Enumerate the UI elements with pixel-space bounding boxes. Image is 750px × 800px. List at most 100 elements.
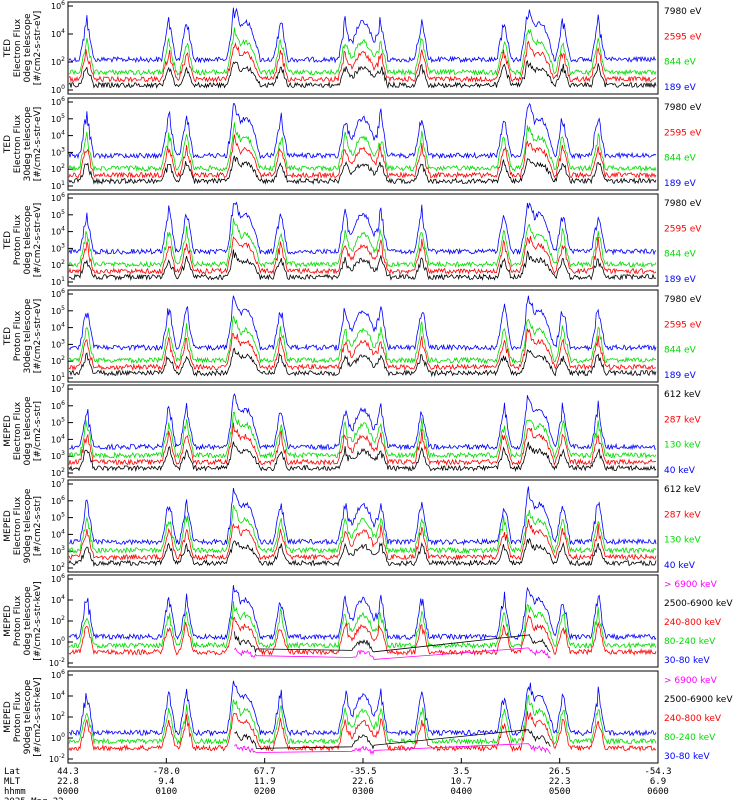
- y-tick-label: 104: [51, 322, 65, 333]
- panel-frame: [67, 289, 659, 383]
- x-tick-lat: -78.0: [153, 767, 180, 777]
- y-tick-label: 100: [51, 84, 65, 95]
- y-tick-label: 104: [51, 433, 65, 444]
- y-axis-label-line: 0deg telescope: [23, 205, 33, 275]
- x-tick-mlt: 6.9: [650, 777, 666, 787]
- legend-entry: 189 eV: [664, 83, 697, 93]
- legend-entry: > 6900 keV: [664, 580, 718, 590]
- y-tick-label: 106: [51, 0, 65, 11]
- y-axis-label-line: [#/cm2-s-str-keV]: [33, 677, 43, 756]
- legend-entry: 2595 eV: [664, 32, 702, 42]
- series-trace-red: [68, 711, 657, 753]
- y-axis-label-line: MEPED: [3, 415, 13, 447]
- x-tick-hhmm: 0400: [450, 787, 472, 797]
- y-axis-label-line: 0deg telescope: [23, 396, 33, 466]
- y-tick-label: 104: [51, 690, 65, 701]
- y-tick-label: 102: [51, 56, 65, 67]
- y-axis-label-line: MEPED: [3, 605, 13, 637]
- series-trace-red: [68, 614, 657, 656]
- series-trace-red: [68, 328, 657, 372]
- series-trace-blue: [68, 7, 657, 64]
- legend-entry: 844 eV: [664, 346, 697, 356]
- y-tick-label: 102: [51, 259, 65, 270]
- y-axis-label-line: [#/cm2-s-str-eV]: [33, 107, 43, 182]
- panel-2: 106 105 104 103 102 101 TED Electron Flux 30deg …: [3, 96, 702, 191]
- legend-entry: 240-800 keV: [664, 618, 722, 628]
- x-tick-hhmm: 0200: [254, 787, 276, 797]
- legend-entry: 130 keV: [664, 536, 701, 546]
- legend-entry: 7980 eV: [664, 103, 702, 113]
- y-axis-label-line: TED: [3, 231, 13, 250]
- series-trace-black: [68, 537, 657, 568]
- legend-entry: 612 keV: [664, 485, 701, 495]
- series-trace-black: [234, 631, 551, 654]
- series-trace-green: [68, 504, 657, 555]
- y-tick-label: 102: [51, 467, 65, 478]
- x-tick-mlt: 11.9: [254, 777, 276, 787]
- series-trace-red: [68, 134, 657, 179]
- y-tick-label: 106: [51, 669, 65, 680]
- panel-frame: [67, 1, 659, 95]
- legend-entry: 189 eV: [664, 179, 697, 189]
- series-trace-red: [68, 235, 657, 275]
- legend-entry: 189 eV: [664, 371, 697, 381]
- legend-entry: 30-80 keV: [664, 752, 710, 762]
- x-tick-mlt: 9.4: [158, 777, 174, 787]
- panel-frame: [67, 670, 659, 764]
- y-tick-label: 106: [51, 192, 65, 203]
- x-tick-mlt: 22.3: [549, 777, 571, 787]
- legend-entry: > 6900 keV: [664, 676, 718, 686]
- y-axis-label-line: 30deg telescope: [23, 106, 33, 181]
- y-axis-label-line: Electron Flux: [13, 114, 23, 173]
- y-tick-label: 103: [51, 338, 65, 349]
- legend-entry: 80-240 keV: [664, 637, 716, 647]
- legend-entry: 7980 eV: [664, 7, 702, 17]
- y-tick-label: 10-2: [49, 753, 65, 764]
- y-axis-label-line: [#/cm2-s-str-eV]: [33, 203, 43, 278]
- y-axis-label-line: TED: [3, 327, 13, 346]
- y-tick-label: 107: [51, 383, 65, 394]
- y-axis-label-line: Electron Flux: [13, 18, 23, 77]
- legend-entry: 7980 eV: [664, 199, 702, 209]
- y-axis-label-line: [#/cm2-s-str]: [33, 496, 43, 556]
- y-axis-label-line: TED: [3, 39, 13, 58]
- legend-entry: 844 eV: [664, 250, 697, 260]
- x-tick-mlt: 22.6: [352, 777, 374, 787]
- y-tick-label: 105: [51, 512, 65, 523]
- series-trace-blue: [68, 680, 657, 737]
- y-tick-label: 104: [51, 594, 65, 605]
- series-trace-green: [68, 218, 657, 269]
- series-trace-green: [68, 27, 657, 77]
- y-axis-label-line: 0deg telescope: [23, 586, 33, 656]
- series-trace-green: [68, 122, 657, 173]
- x-tick-lat: -35.5: [349, 767, 376, 777]
- legend-entry: 7980 eV: [664, 295, 702, 305]
- legend-entry: 2500-6900 keV: [664, 599, 733, 609]
- legend-entry: 40 keV: [664, 561, 696, 571]
- series-trace-red: [68, 422, 657, 466]
- series-trace-green: [68, 411, 657, 460]
- y-tick-label: 102: [51, 163, 65, 174]
- legend-entry: 287 keV: [664, 415, 701, 425]
- y-axis-label-line: 30deg telescope: [23, 298, 33, 373]
- panel-7: 106 104 102 100 10-2 MEPED Proton Flux 0deg tel…: [3, 573, 733, 668]
- panel-1: 106 104 102 100 TED Electron Flux 0deg telesco…: [3, 0, 702, 95]
- panel-5: 107 106 105 104 103 102 MEPED Electron Flux 0deg…: [3, 383, 701, 478]
- y-tick-label: 103: [51, 450, 65, 461]
- panel-frame: [67, 97, 659, 191]
- x-tick-hhmm: 0000: [57, 787, 79, 797]
- y-tick-label: 101: [51, 180, 65, 191]
- y-tick-label: 101: [51, 372, 65, 383]
- series-trace-blue: [68, 201, 657, 256]
- y-tick-label: 102: [51, 562, 65, 573]
- series-trace-green: [68, 315, 657, 365]
- y-axis-label-line: 90deg telescope: [23, 679, 33, 754]
- series-trace-black: [68, 347, 657, 378]
- x-row-label: hhmm: [4, 787, 26, 797]
- series-trace-magenta: [234, 743, 551, 756]
- y-axis-label-line: Electron Flux: [13, 496, 23, 555]
- panel-frame: [67, 193, 659, 287]
- legend-entry: 80-240 keV: [664, 733, 716, 743]
- series-trace-black: [68, 441, 657, 472]
